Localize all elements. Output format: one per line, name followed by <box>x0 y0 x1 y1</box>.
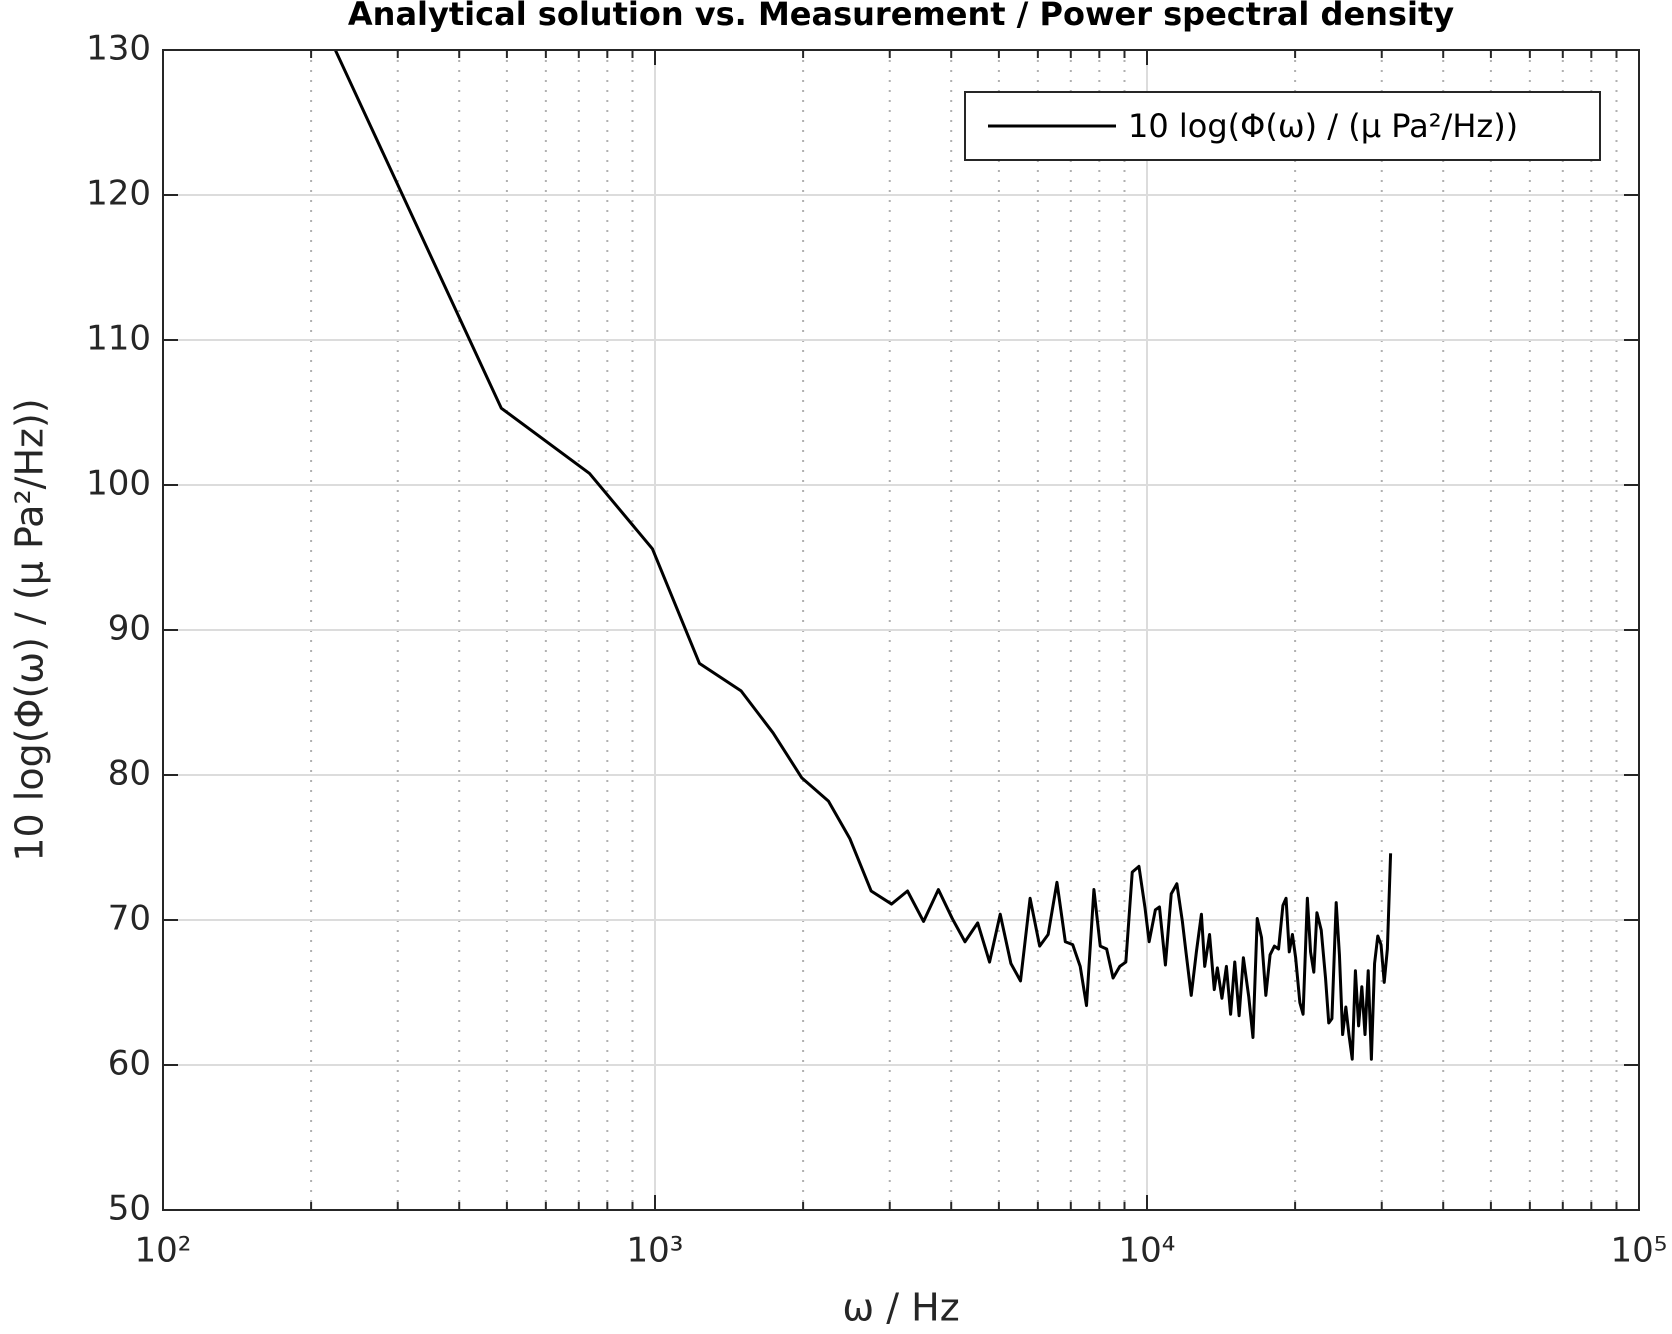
y-tick-label: 70 <box>108 899 151 939</box>
y-tick-label: 100 <box>86 464 151 504</box>
legend-label: 10 log(Φ(ω) / (μ Pa²/Hz)) <box>1128 107 1518 145</box>
data-line <box>333 50 1393 1061</box>
y-tick-label: 60 <box>108 1044 151 1084</box>
y-axis-label: 10 log(Φ(ω) / (μ Pa²/Hz)) <box>8 398 52 861</box>
x-tick-label: 10³ <box>627 1231 684 1271</box>
x-tick-label: 10⁵ <box>1611 1231 1668 1271</box>
y-tick-label: 90 <box>108 609 151 649</box>
chart-title: Analytical solution vs. Measurement / Po… <box>348 0 1454 33</box>
x-tick-label: 10² <box>135 1231 192 1271</box>
y-tick-label: 120 <box>86 174 151 214</box>
x-axis-label: ω / Hz <box>842 1286 959 1330</box>
y-tick-label: 130 <box>86 29 151 69</box>
legend: 10 log(Φ(ω) / (μ Pa²/Hz)) <box>964 91 1601 161</box>
plot <box>333 50 1393 1061</box>
y-tick-label: 50 <box>108 1189 151 1229</box>
y-tick-label: 80 <box>108 754 151 794</box>
y-tick-label: 110 <box>86 319 151 359</box>
ticks: 10² 10³ 10⁴ 10⁵ 50 60 70 80 90 100 110 120 130 <box>86 29 1667 1271</box>
x-tick-label: 10⁴ <box>1119 1231 1176 1271</box>
